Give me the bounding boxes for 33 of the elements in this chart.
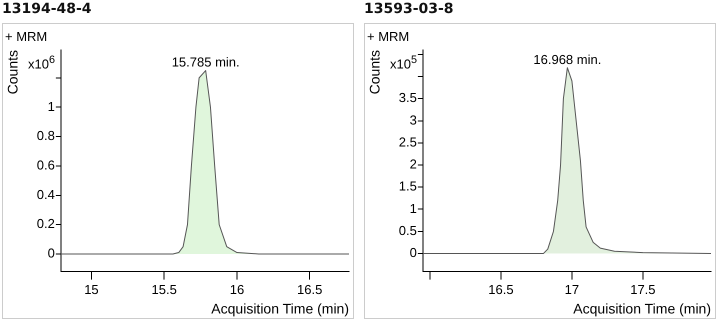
y-tick-label: 1.5 <box>398 178 417 194</box>
x-tick-label: 16 <box>230 282 244 297</box>
y-tick-label: 0 <box>410 245 417 260</box>
chart-subtitle: + MRM <box>367 29 410 44</box>
y-tick-label: 2 <box>410 156 417 172</box>
x-tick-label: 17.5 <box>630 282 656 297</box>
x-tick-label: 16.5 <box>488 282 514 297</box>
x-axis-title: Acquisition Time (min) <box>573 300 711 316</box>
y-tick-label: 1 <box>48 98 55 114</box>
text: x10$^{6}$ <box>28 54 55 72</box>
y-tick-label: 0.8 <box>36 128 55 144</box>
y-tick-label: 0.4 <box>36 186 55 202</box>
annotation: 15.785 min. <box>172 54 240 70</box>
y-tick-label: 0.5 <box>398 222 417 238</box>
chart-title: 13194-48-4 <box>2 1 92 17</box>
y-tick-label: 1 <box>410 200 417 216</box>
annotation: 16.968 min. <box>533 52 602 67</box>
chart-subtitle: + MRM <box>5 29 48 44</box>
y-axis-title: Counts <box>4 50 20 94</box>
x-tick-label: 15.5 <box>152 282 177 297</box>
y-tick-label: 2.5 <box>398 134 417 150</box>
x-tick-label: 15 <box>84 282 99 297</box>
x-axis-title: Acquisition Time (min) <box>211 300 349 316</box>
y-tick-label: 0.6 <box>36 158 55 173</box>
y-tick-label: 3.5 <box>398 90 417 106</box>
y-axis-title: Counts <box>366 50 382 94</box>
y-tick-label: 0.2 <box>36 216 55 232</box>
y-tick-label: 3 <box>410 112 417 128</box>
x-tick-label: 16.5 <box>297 282 322 297</box>
text: x10$^{5}$ <box>390 54 417 72</box>
x-tick-label: 17 <box>564 282 580 297</box>
y-tick-label: 0 <box>48 246 55 261</box>
chart-title: 13593-03-8 <box>364 1 454 17</box>
